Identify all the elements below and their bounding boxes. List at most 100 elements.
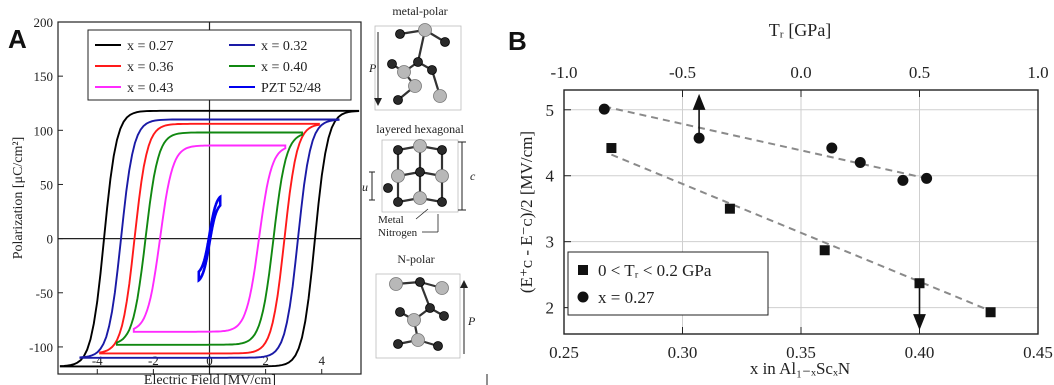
metal-atom <box>391 169 405 183</box>
nitrogen-atom <box>387 59 397 69</box>
coercive-legend: 0 < Tᵣ < 0.2 GPa x = 0.27 <box>567 251 769 316</box>
trend-line-1 <box>611 153 991 312</box>
metal-atom <box>435 281 449 295</box>
top-axis-label: Tᵣ [GPa] <box>769 20 832 40</box>
data-point-circle <box>826 142 838 154</box>
data-point-circle <box>921 172 933 184</box>
top-x-tick-label: -1.0 <box>551 63 578 82</box>
trend-line-2 <box>604 105 927 180</box>
nitrogen-atom <box>437 197 447 207</box>
metal-atom <box>408 79 422 93</box>
top-x-tick-label: -0.5 <box>669 63 696 82</box>
coercive-field-chart: 0.25 0.30 0.35 0.40 0.45 -1.0 -0.5 0.0 0.5 1.0 2 3 4… <box>517 20 1053 378</box>
data-point-circle <box>598 103 610 115</box>
y-tick-label-b: 4 <box>546 167 555 186</box>
y-tick-label: -50 <box>36 286 53 301</box>
nitrogen-atom <box>433 341 443 351</box>
nitrogen-atom <box>425 303 435 313</box>
nitrogen-atom <box>440 37 450 47</box>
hysteresis-ticks: -4 -2 0 2 4 -100 -50 0 50 100 150 200 <box>29 15 325 374</box>
polarization-label-n: P <box>467 314 476 328</box>
coercive-y-axis-label: (E⁺ᴄ - E⁻ᴄ)/2 [MV/cm] <box>517 131 536 293</box>
layered-hexagonal-label: layered hexagonal <box>376 122 464 136</box>
bottom-x-tick-label: 0.25 <box>549 343 579 362</box>
metal-atom <box>413 139 427 153</box>
panel-b-label: B <box>508 26 527 56</box>
n-polar-label: N-polar <box>397 252 434 266</box>
nitrogen-atom <box>393 145 403 155</box>
metal-atom <box>418 23 432 37</box>
nitrogen-atom <box>383 183 393 193</box>
loop-6 <box>197 194 222 283</box>
loop-1 <box>59 109 360 368</box>
nitrogen-atom <box>393 95 403 105</box>
legend-box-b <box>567 251 769 316</box>
n-polar-structure: P <box>375 273 476 359</box>
legend-entry-b-1: 0 < Tᵣ < 0.2 GPa <box>598 261 712 280</box>
metal-polar-structure: P <box>368 23 462 111</box>
metal-atom <box>397 65 411 79</box>
x-tick-label: -2 <box>148 353 159 368</box>
polarization-label: P <box>368 61 377 75</box>
panel-a-label: A <box>8 24 27 54</box>
data-point-circle <box>897 174 909 186</box>
legend-entry-5: x = 0.43 <box>127 81 173 96</box>
y-tick-label: 200 <box>34 15 54 30</box>
hysteresis-legend: x = 0.27 x = 0.32 x = 0.36 x = 0.40 x = 0.43… <box>87 29 352 101</box>
crystal-structures: metal-polar P layered hexagonal c u Meta… <box>362 4 476 359</box>
top-x-tick-label: 1.0 <box>1027 63 1048 82</box>
y-tick-label-b: 2 <box>546 299 555 318</box>
y-tick-label: 0 <box>47 232 54 247</box>
metal-atom <box>389 277 403 291</box>
nitrogen-atom <box>393 197 403 207</box>
metal-label: Metal <box>378 214 404 226</box>
data-point-square <box>606 143 617 154</box>
nitrogen-atom <box>427 65 437 75</box>
lattice-c-label: c <box>470 169 476 183</box>
nitrogen-atom <box>413 57 423 67</box>
legend-entry-4: x = 0.40 <box>261 60 307 75</box>
bottom-x-tick-label: 0.40 <box>905 343 935 362</box>
x-axis-label: Electric Field [MV/cm] <box>144 373 276 385</box>
nitrogen-atom <box>439 311 449 321</box>
data-point-square <box>819 245 830 256</box>
loop-4 <box>115 131 304 346</box>
bottom-x-tick-label: 0.45 <box>1023 343 1053 362</box>
x-tick-label: -4 <box>92 353 103 368</box>
metal-atom <box>407 313 421 327</box>
nitrogen-atom <box>393 339 403 349</box>
internal-u-label: u <box>362 180 368 194</box>
y-tick-label: -100 <box>29 340 53 355</box>
metal-atom <box>435 169 449 183</box>
y-tick-label-b: 5 <box>546 101 555 120</box>
legend-box <box>87 29 352 101</box>
bottom-axis-label: x in Al₁₋ₓScₓN <box>750 359 850 378</box>
top-x-tick-label: 0.0 <box>790 63 811 82</box>
x-tick-label: 2 <box>262 353 269 368</box>
nitrogen-label: Nitrogen <box>378 227 418 239</box>
legend-entry-1: x = 0.27 <box>127 39 173 54</box>
metal-atom <box>433 89 447 103</box>
legend-entry-b-2: x = 0.27 <box>598 288 655 307</box>
nitrogen-atom <box>437 145 447 155</box>
legend-marker-square <box>578 265 588 275</box>
hysteresis-loops <box>59 109 360 368</box>
coercive-data <box>598 93 996 331</box>
y-tick-label: 50 <box>40 177 53 192</box>
legend-entry-2: x = 0.32 <box>261 39 307 54</box>
loop-2 <box>79 118 340 359</box>
y-tick-label: 100 <box>34 123 54 138</box>
legend-entry-6: PZT 52/48 <box>261 81 321 96</box>
legend-marker-circle <box>577 291 589 303</box>
x-tick-label: 0 <box>206 353 213 368</box>
data-point-square <box>724 203 735 214</box>
metal-atom <box>413 191 427 205</box>
y-axis-label: Polarization [μC/cm²] <box>11 137 26 260</box>
loop-5 <box>132 144 287 333</box>
x-tick-label: 4 <box>318 353 325 368</box>
coercive-ticks: 0.25 0.30 0.35 0.40 0.45 -1.0 -0.5 0.0 0.5 1.0 2 3 4… <box>546 63 1053 362</box>
bottom-x-tick-label: 0.30 <box>668 343 698 362</box>
nitrogen-atom <box>395 29 405 39</box>
